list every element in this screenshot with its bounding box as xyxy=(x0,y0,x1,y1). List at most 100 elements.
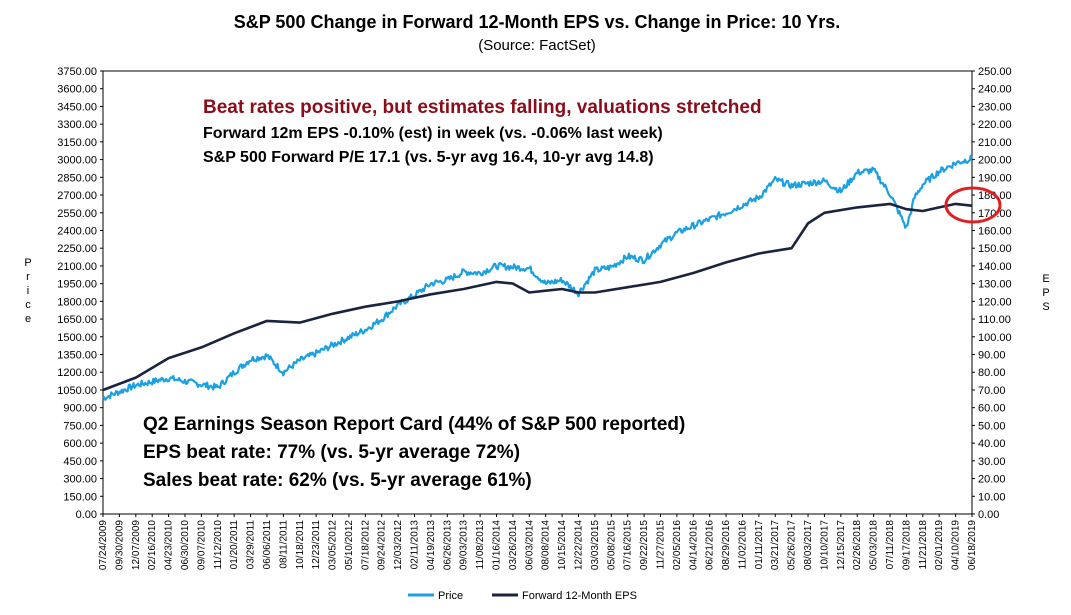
plot-frame xyxy=(102,70,973,515)
left-tick-label: 3150.00 xyxy=(57,137,97,149)
x-tick-label: 06/26/2013 xyxy=(442,520,453,570)
x-tick-label: 12/15/2017 xyxy=(836,520,847,570)
x-tick-label: 09/24/2012 xyxy=(377,520,388,570)
left-tick-label: 900.00 xyxy=(63,403,97,415)
report-card-title: Q2 Earnings Season Report Card (44% of S… xyxy=(143,414,685,435)
x-tick-label: 02/05/2016 xyxy=(672,520,683,570)
x-tick-label: 05/03/2018 xyxy=(869,520,880,570)
right-tick-label: 250.00 xyxy=(978,66,1012,78)
legend-price-label: Price xyxy=(438,590,463,602)
x-tick-label: 07/11/2018 xyxy=(885,520,896,570)
left-tick-label: 1200.00 xyxy=(57,367,97,379)
x-tick-label: 08/11/2011 xyxy=(278,520,289,569)
chart-subtitle: (Source: FactSet) xyxy=(478,37,596,54)
report-card-eps: EPS beat rate: 77% (vs. 5-yr average 72%… xyxy=(143,442,520,463)
x-tick-label: 07/24/2009 xyxy=(98,520,109,570)
x-tick-label: 06/06/2011 xyxy=(262,520,273,570)
eps-series-line xyxy=(102,202,973,392)
x-tick-label: 01/20/2011 xyxy=(229,520,240,570)
x-tick-label: 09/07/2010 xyxy=(196,520,207,570)
left-tick-label: 450.00 xyxy=(63,456,97,468)
annotation-eps-change: Forward 12m EPS -0.10% (est) in week (vs… xyxy=(203,125,663,142)
legend: Price Forward 12-Month EPS xyxy=(408,590,637,602)
right-axis-label-letter: S xyxy=(1042,301,1049,313)
left-tick-label: 750.00 xyxy=(63,420,97,432)
right-tick-label: 150.00 xyxy=(978,243,1012,255)
left-tick-label: 3450.00 xyxy=(57,101,97,113)
x-tick-label: 09/22/2015 xyxy=(639,520,650,570)
x-tick-label: 01/11/2017 xyxy=(754,520,765,570)
x-tick-label: 04/23/2010 xyxy=(164,520,175,570)
x-tick-label: 11/27/2015 xyxy=(655,520,666,570)
x-tick-label: 12/03/2012 xyxy=(393,520,404,570)
left-tick-label: 1950.00 xyxy=(57,279,97,291)
x-tick-label: 12/23/2011 xyxy=(311,520,322,570)
x-tick-label: 04/10/2019 xyxy=(951,520,962,570)
left-axis-label-letter: r xyxy=(26,271,30,283)
left-tick-label: 2250.00 xyxy=(57,243,97,255)
right-tick-label: 60.00 xyxy=(978,403,1006,415)
x-tick-label: 08/03/2017 xyxy=(803,520,814,570)
left-tick-label: 1650.00 xyxy=(57,314,97,326)
right-tick-label: 80.00 xyxy=(978,367,1006,379)
right-tick-label: 210.00 xyxy=(978,137,1012,149)
x-tick-label: 08/08/2014 xyxy=(541,520,552,570)
right-tick-label: 70.00 xyxy=(978,385,1006,397)
x-tick-label: 01/16/2014 xyxy=(492,520,503,570)
left-tick-label: 2550.00 xyxy=(57,208,97,220)
right-tick-label: 200.00 xyxy=(978,155,1012,167)
right-tick-label: 40.00 xyxy=(978,438,1006,450)
x-tick-label: 10/18/2011 xyxy=(295,520,306,570)
right-tick-label: 100.00 xyxy=(978,332,1012,344)
x-tick-label: 07/18/2012 xyxy=(360,520,371,570)
x-tick-label: 07/16/2015 xyxy=(623,520,634,570)
right-tick-label: 20.00 xyxy=(978,474,1006,486)
left-axis-label-letter: i xyxy=(27,285,29,297)
x-tick-label: 05/10/2012 xyxy=(344,520,355,570)
right-tick-label: 10.00 xyxy=(978,491,1006,503)
left-tick-label: 1800.00 xyxy=(57,296,97,308)
right-tick-label: 140.00 xyxy=(978,261,1012,273)
left-axis-label: Price xyxy=(24,257,31,325)
left-tick-label: 3000.00 xyxy=(57,155,97,167)
right-tick-label: 50.00 xyxy=(978,420,1006,432)
left-axis-label-letter: e xyxy=(25,313,31,325)
x-tick-label: 10/15/2014 xyxy=(557,520,568,570)
x-tick-label: 03/03/2015 xyxy=(590,520,601,570)
right-tick-label: 160.00 xyxy=(978,225,1012,237)
right-tick-label: 0.00 xyxy=(978,509,999,521)
x-tick-label: 02/11/2013 xyxy=(410,520,421,570)
x-tick-label: 11/08/2013 xyxy=(475,520,486,570)
x-tick-label: 11/21/2018 xyxy=(918,520,929,570)
right-axis: 0.00 10.00 20.00 30.00 40.00 50.00 60.00 70.00 8… xyxy=(972,66,1012,521)
x-tick-label: 09/03/2013 xyxy=(459,520,470,570)
left-tick-label: 2400.00 xyxy=(57,225,97,237)
right-tick-label: 220.00 xyxy=(978,119,1012,131)
x-tick-label: 06/03/2014 xyxy=(524,520,535,570)
left-axis-label-letter: c xyxy=(25,299,31,311)
x-tick-label: 02/26/2018 xyxy=(852,520,863,570)
left-tick-label: 1350.00 xyxy=(57,350,97,362)
x-tick-label: 05/26/2017 xyxy=(787,520,798,570)
x-tick-label: 12/22/2014 xyxy=(573,520,584,570)
left-axis: 0.00 150.00 300.00 450.00 600.00 750.00 900.00… xyxy=(57,66,103,521)
annotation-headline: Beat rates positive, but estimates falli… xyxy=(203,97,762,118)
x-tick-label: 10/10/2017 xyxy=(819,520,830,570)
x-tick-label: 04/14/2016 xyxy=(688,520,699,570)
annotation-forward-pe: S&P 500 Forward P/E 17.1 (vs. 5-yr avg 1… xyxy=(203,149,654,166)
series-layer xyxy=(102,154,973,401)
right-tick-label: 120.00 xyxy=(978,296,1012,308)
x-tick-label: 11/02/2016 xyxy=(737,520,748,570)
left-tick-label: 0.00 xyxy=(76,509,97,521)
report-card-sales: Sales beat rate: 62% (vs. 5-yr average 6… xyxy=(143,470,532,491)
x-tick-label: 09/30/2009 xyxy=(114,520,125,570)
left-tick-label: 3750.00 xyxy=(57,66,97,78)
x-tick-label: 02/16/2010 xyxy=(147,520,158,570)
left-tick-label: 2100.00 xyxy=(57,261,97,273)
eps-highlight-circle xyxy=(944,186,1002,224)
x-tick-label: 03/29/2011 xyxy=(246,520,257,570)
left-tick-label: 2850.00 xyxy=(57,172,97,184)
x-tick-label: 06/18/2019 xyxy=(967,520,978,570)
